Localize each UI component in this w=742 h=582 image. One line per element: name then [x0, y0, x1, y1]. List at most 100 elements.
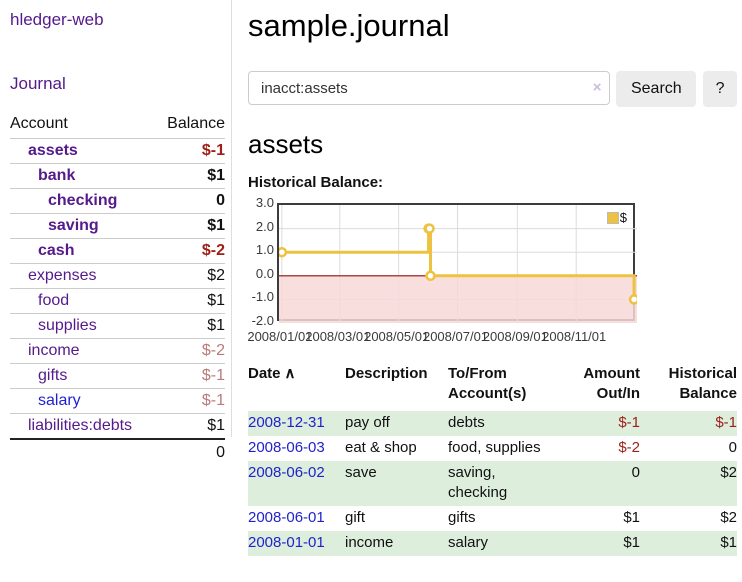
transaction-row: 2008-06-02 save saving, checking 0 $2	[248, 461, 737, 506]
main-content: sample.journal × Search ? assets Histori…	[247, 0, 738, 556]
transaction-date: 2008-06-02	[248, 461, 345, 506]
search-button[interactable]: Search	[616, 71, 697, 107]
transaction-amount: $-1	[618, 414, 640, 431]
y-axis-tick-label: 0.0	[255, 265, 274, 281]
search-input[interactable]	[248, 71, 611, 105]
sort-ascending-icon: ∧	[284, 365, 296, 382]
help-button[interactable]: ?	[703, 71, 738, 107]
x-axis-tick-label: 2008/01/01	[247, 329, 313, 344]
search-form: × Search ?	[248, 71, 738, 107]
account-balance: $-2	[201, 342, 225, 359]
clear-search-icon[interactable]: ×	[592, 79, 602, 96]
account-row: liabilities:debts $1	[10, 413, 225, 438]
x-axis-tick-label: 2008/03/01	[305, 329, 371, 344]
search-box: ×	[248, 71, 611, 107]
historical-balance-chart: $ 3.0 2.0 1.0 0.0 -1.0 -2.0 2008/01/01 2008/03/…	[247, 195, 737, 344]
account-link[interactable]: checking	[48, 192, 118, 209]
transaction-balance: $2	[720, 464, 737, 481]
account-link[interactable]: salary	[38, 392, 81, 409]
account-balance: $-1	[201, 367, 225, 384]
account-link[interactable]: assets	[28, 142, 78, 159]
transaction-row: 2008-01-01 income salary $1 $1	[248, 531, 737, 556]
account-link[interactable]: food	[38, 292, 70, 309]
transaction-accounts: food, supplies	[448, 439, 541, 456]
brand-link[interactable]: hledger-web	[10, 10, 104, 29]
account-row: saving $1	[10, 213, 225, 238]
page-title: sample.journal	[248, 8, 450, 43]
account-balance: $1	[207, 217, 225, 234]
transaction-accounts: salary	[448, 534, 489, 551]
register-column-header: To/From Account(s)	[448, 365, 527, 402]
y-axis-tick-label: 2.0	[255, 218, 274, 234]
account-row: gifts $-1	[10, 363, 225, 388]
account-link[interactable]: expenses	[28, 267, 97, 284]
chart-plot-area: $	[277, 203, 637, 323]
x-axis-tick-label: 2008/05/01	[364, 329, 430, 344]
transaction-description: income	[345, 534, 394, 551]
account-link[interactable]: supplies	[38, 317, 97, 334]
transaction-date-link[interactable]: 2008-06-03	[248, 439, 325, 456]
y-axis-tick-label: -1.0	[251, 289, 274, 305]
account-row: supplies $1	[10, 313, 225, 338]
account-link[interactable]: gifts	[38, 367, 68, 384]
accounts-total-row: 0	[10, 438, 225, 466]
account-link[interactable]: income	[28, 342, 80, 359]
register-rows: 2008-12-31 pay off debts $-1 $-1 2008-06-03 ea…	[248, 411, 737, 556]
transaction-accounts: saving, checking	[448, 464, 508, 501]
y-axis-tick-label: -2.0	[251, 313, 274, 328]
accounts-col-balance: Balance	[167, 115, 225, 132]
account-balance: $-2	[201, 242, 225, 259]
account-row: food $1	[10, 288, 225, 313]
account-link[interactable]: bank	[38, 167, 76, 184]
transaction-date-link[interactable]: 2008-01-01	[248, 534, 325, 551]
transaction-description: pay off	[345, 414, 390, 431]
transaction-balance: 0	[728, 439, 737, 456]
account-row: cash $-2	[10, 238, 225, 263]
account-row: assets $-1	[10, 138, 225, 163]
accounts-table: Account Balance assets $-1 bank $1 checking 0…	[10, 112, 225, 466]
account-link[interactable]: saving	[48, 217, 99, 234]
transaction-date: 2008-12-31	[248, 411, 345, 436]
transaction-description: gift	[345, 509, 366, 526]
nav-journal-link[interactable]: Journal	[10, 74, 66, 93]
transaction-balance: $2	[720, 509, 737, 526]
transaction-date-link[interactable]: 2008-06-01	[248, 509, 325, 526]
transaction-amount: $1	[623, 534, 640, 551]
transaction-date-link[interactable]: 2008-06-02	[248, 464, 325, 481]
legend-swatch-icon	[606, 211, 619, 224]
transaction-date: 2008-01-01	[248, 531, 345, 556]
account-row: bank $1	[10, 163, 225, 188]
accounts-table-header: Account Balance	[10, 112, 225, 138]
register-table: Date ∧ Description To/From Account(s) Amount…	[248, 360, 737, 556]
transaction-row: 2008-06-03 eat & shop food, supplies $-2 0	[248, 436, 737, 461]
account-row: expenses $2	[10, 263, 225, 288]
account-heading: assets	[248, 129, 324, 159]
y-axis-tick-label: 3.0	[255, 195, 274, 210]
transaction-amount: $-2	[618, 439, 640, 456]
transaction-balance: $1	[720, 534, 737, 551]
register-column-header: Amount Out/In	[583, 365, 640, 402]
transaction-date: 2008-06-01	[248, 506, 345, 531]
transaction-description: eat & shop	[345, 439, 417, 456]
account-balance: $2	[207, 267, 225, 284]
transaction-date-link[interactable]: 2008-12-31	[248, 414, 325, 431]
legend-label: $	[619, 210, 627, 225]
register-header: Date ∧ Description To/From Account(s) Amount…	[248, 360, 737, 411]
account-balance: $-1	[201, 392, 225, 409]
account-balance: 0	[216, 192, 225, 209]
account-link[interactable]: liabilities:debts	[28, 417, 133, 434]
register-column-header: Date ∧	[248, 365, 296, 382]
account-link[interactable]: cash	[38, 242, 75, 259]
account-balance: $1	[207, 167, 225, 184]
transaction-accounts: gifts	[448, 509, 476, 526]
accounts-total-value: 0	[216, 444, 225, 461]
x-axis-tick-label: 2008/11/01	[542, 329, 607, 344]
y-axis-tick-label: 1.0	[255, 242, 274, 258]
transaction-row: 2008-12-31 pay off debts $-1 $-1	[248, 411, 737, 436]
account-row: checking 0	[10, 188, 225, 213]
account-balance: $1	[207, 417, 225, 434]
x-axis-tick-label: 2008/07/01	[422, 329, 489, 344]
account-balance: $-1	[201, 142, 225, 159]
account-balance: $1	[207, 292, 225, 309]
chart-legend: $	[606, 210, 627, 225]
